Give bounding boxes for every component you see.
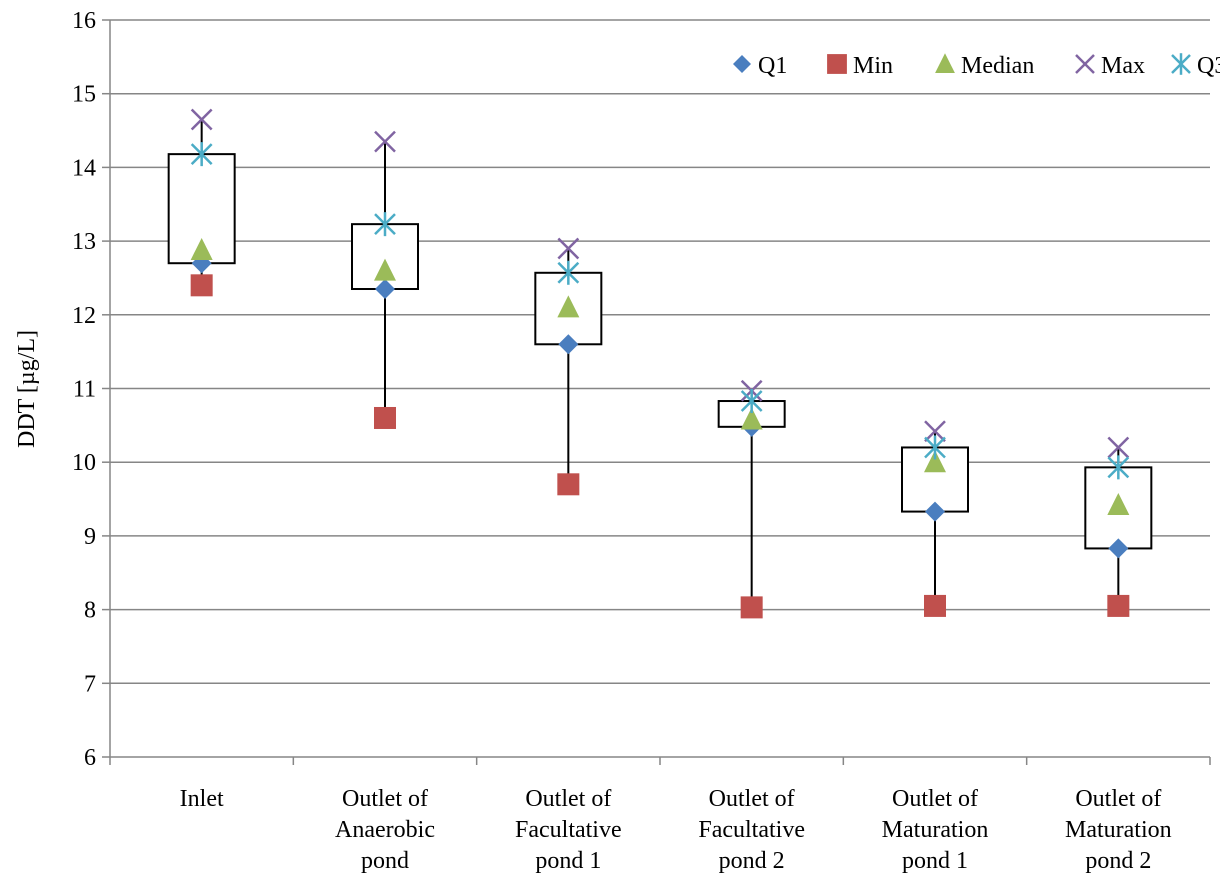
y-tick-label-7: 7 xyxy=(84,671,96,697)
point-min-0 xyxy=(190,274,213,297)
point-q3-5 xyxy=(1107,455,1130,480)
point-median-2 xyxy=(557,295,580,318)
x-category-label-line: Outlet of xyxy=(709,786,795,812)
box-layer xyxy=(167,119,1153,608)
legend-label-min: Min xyxy=(853,53,893,79)
legend-marker-max xyxy=(1075,54,1095,74)
y-tick-label-8: 8 xyxy=(84,598,96,624)
marker-stroke xyxy=(190,108,213,131)
y-tick-label-13: 13 xyxy=(72,229,96,255)
legend-marker-median xyxy=(935,53,955,73)
point-min-1 xyxy=(374,406,396,429)
point-max-1 xyxy=(374,130,396,153)
marker-stroke xyxy=(557,237,580,260)
point-q3-2 xyxy=(557,260,580,285)
y-tick-label-10: 10 xyxy=(72,450,96,476)
point-q1-0 xyxy=(191,253,212,274)
y-tick-label-11: 11 xyxy=(73,377,96,403)
axis-layer: 6 7 8 9 10 11 12 13 14 15 16 Inlet Outlet of Anaerobi… xyxy=(72,8,1211,874)
point-min-2 xyxy=(557,473,580,496)
marker-stroke xyxy=(374,130,396,153)
legend-item-max: Max xyxy=(1075,53,1145,79)
point-q1-4 xyxy=(925,501,945,522)
x-category-label-line: Outlet of xyxy=(892,786,978,812)
legend-item-min: Min xyxy=(827,53,893,79)
y-tick-label-6: 6 xyxy=(84,745,96,771)
x-category-label-line: pond 2 xyxy=(1085,848,1151,874)
grid-layer xyxy=(110,19,1210,685)
x-category-label-line: pond 1 xyxy=(902,848,968,874)
x-category-label-line: Outlet of xyxy=(342,786,428,812)
x-category-label-0: Inlet xyxy=(180,786,224,812)
x-category-label-line: Maturation xyxy=(1065,817,1172,843)
point-max-2 xyxy=(557,237,580,260)
x-category-label-line: pond 2 xyxy=(719,848,785,874)
x-category-label-line: Maturation xyxy=(882,817,989,843)
y-tick-label-14: 14 xyxy=(72,155,96,181)
y-axis-title: DDT [µg/L] xyxy=(14,330,40,448)
x-category-label-line: Outlet of xyxy=(525,786,611,812)
point-q3-4 xyxy=(924,435,946,460)
point-q3-0 xyxy=(190,142,213,167)
marker-stroke xyxy=(924,420,946,443)
point-max-4 xyxy=(924,420,946,443)
point-q3-1 xyxy=(374,212,396,237)
point-q1-5 xyxy=(1108,538,1129,559)
point-min-4 xyxy=(924,594,946,617)
x-category-label-line: pond 1 xyxy=(535,848,601,874)
legend-item-q1: Q1 xyxy=(733,53,787,79)
y-tick-label-16: 16 xyxy=(72,8,96,34)
legend-marker-q3 xyxy=(1171,53,1191,75)
x-category-label-line: Facultative xyxy=(698,817,805,843)
legend-item-q3: Q3 xyxy=(1171,53,1220,79)
legend-label-median: Median xyxy=(961,53,1034,79)
point-max-0 xyxy=(190,108,213,131)
legend-label-q1: Q1 xyxy=(758,53,787,79)
legend: Q1 Min Median Max Q3 xyxy=(733,53,1220,79)
y-tick-label-15: 15 xyxy=(72,82,96,108)
x-category-label-line: Outlet of xyxy=(1075,786,1161,812)
x-category-label-3: Outlet of Facultative pond 2 xyxy=(698,786,805,874)
y-tick-label-12: 12 xyxy=(72,303,96,329)
point-q1-1 xyxy=(375,279,395,300)
x-category-label-line: Inlet xyxy=(180,786,224,812)
point-min-5 xyxy=(1107,594,1130,617)
x-category-label-1: Outlet of Anaerobic pond xyxy=(335,786,435,874)
point-median-1 xyxy=(374,258,396,281)
legend-label-q3: Q3 xyxy=(1197,53,1220,79)
legend-item-median: Median xyxy=(935,53,1034,79)
point-q1-2 xyxy=(558,334,579,355)
legend-marker-min xyxy=(827,54,847,74)
point-median-0 xyxy=(190,237,213,260)
point-q3-3 xyxy=(740,389,763,414)
point-median-3 xyxy=(740,407,763,430)
legend-marker-q1 xyxy=(733,55,751,73)
x-category-label-2: Outlet of Facultative pond 1 xyxy=(515,786,622,874)
y-tick-label-9: 9 xyxy=(84,524,96,550)
legend-label-max: Max xyxy=(1101,53,1145,79)
x-category-label-line: pond xyxy=(361,848,409,874)
x-category-label-line: Facultative xyxy=(515,817,622,843)
marker-stroke xyxy=(1075,54,1095,74)
x-category-label-5: Outlet of Maturation pond 2 xyxy=(1065,786,1172,874)
point-median-4 xyxy=(924,450,946,473)
x-category-label-4: Outlet of Maturation pond 1 xyxy=(882,786,989,874)
marker-layer xyxy=(190,108,1130,619)
point-median-5 xyxy=(1107,492,1130,515)
x-category-label-line: Anaerobic xyxy=(335,817,435,843)
marker-stroke xyxy=(1107,436,1130,459)
point-min-3 xyxy=(740,596,763,619)
point-max-5 xyxy=(1107,436,1130,459)
